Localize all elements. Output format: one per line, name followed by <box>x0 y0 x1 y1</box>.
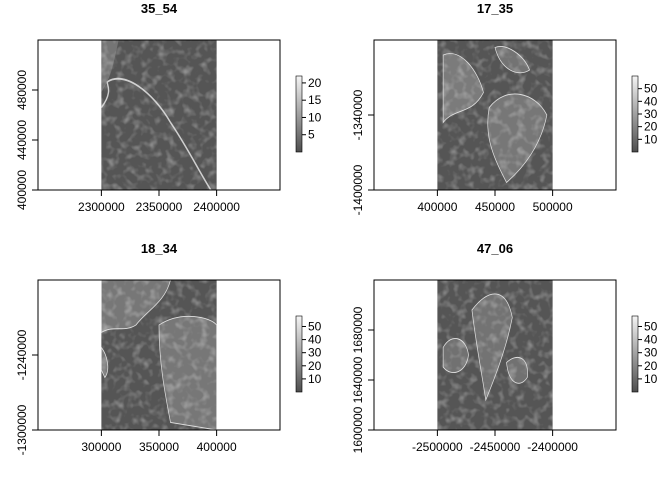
colorbar-tick-label: 30 <box>308 346 322 360</box>
x-tick-label: -2500000 <box>412 440 463 454</box>
colorbar-tick-label: 30 <box>644 346 658 360</box>
colorbar-tick-label: 40 <box>644 333 658 347</box>
colorbar <box>631 75 639 153</box>
colorbar-tick-label: 10 <box>308 372 322 386</box>
y-tick-label: -1400000 <box>351 164 365 215</box>
raster-noise <box>437 40 553 190</box>
x-tick-label: 350000 <box>139 440 179 454</box>
colorbar-tick-label: 30 <box>644 107 658 121</box>
y-tick-label: 400000 <box>15 170 29 210</box>
x-tick-label: 2400000 <box>193 200 240 214</box>
y-tick-label: -1340000 <box>351 89 365 140</box>
colorbar-tick-label: 20 <box>308 359 322 373</box>
raster-noise <box>437 280 553 430</box>
y-tick-label: -1300000 <box>15 404 29 455</box>
y-tick-label: 1680000 <box>351 306 365 353</box>
chart-title: 17_35 <box>477 1 513 16</box>
colorbar <box>295 75 303 153</box>
chart-panel-2: 17_35 400000 450000 500000 -1400000 -1340000 1… <box>351 1 658 215</box>
chart-panel-4: 47_06 -2500000 -2450000 -2400000 1600000 1640… <box>351 241 658 454</box>
colorbar-tick-label: 50 <box>644 319 658 333</box>
colorbar-tick-label: 40 <box>308 333 322 347</box>
y-tick-label: 480000 <box>15 70 29 110</box>
chart-title: 35_54 <box>141 1 178 16</box>
colorbar-tick-label: 15 <box>308 93 322 107</box>
colorbar-tick-label: 5 <box>308 128 315 142</box>
colorbar-tick-label: 40 <box>644 94 658 108</box>
y-tick-label: -1240000 <box>15 329 29 380</box>
colorbar <box>295 315 303 393</box>
x-tick-label: 450000 <box>475 200 515 214</box>
colorbar-tick-label: 20 <box>644 359 658 373</box>
chart-title: 47_06 <box>477 241 513 256</box>
y-tick-label: 1640000 <box>351 356 365 403</box>
raster-noise <box>101 280 217 430</box>
raster-noise <box>101 40 217 190</box>
x-tick-label: 300000 <box>81 440 121 454</box>
x-tick-label: 2300000 <box>78 200 125 214</box>
x-tick-label: -2450000 <box>470 440 521 454</box>
colorbar-tick-label: 50 <box>644 82 658 96</box>
colorbar-tick-label: 20 <box>644 120 658 134</box>
x-tick-label: 400000 <box>197 440 237 454</box>
colorbar-tick-label: 10 <box>644 372 658 386</box>
x-tick-label: 400000 <box>417 200 457 214</box>
y-tick-label: 1600000 <box>351 406 365 453</box>
chart-panel-1: 35_54 2300000 2350000 2400000 400000 440000 48… <box>15 1 322 214</box>
colorbar-tick-label: 10 <box>308 110 322 124</box>
chart-panel-3: 18_34 300000 350000 400000 -1300000 -1240000 1… <box>15 241 322 455</box>
y-tick-label: 440000 <box>15 120 29 160</box>
colorbar-tick-label: 10 <box>644 132 658 146</box>
colorbar-tick-label: 20 <box>308 76 322 90</box>
x-tick-label: -2400000 <box>527 440 578 454</box>
x-tick-label: 500000 <box>533 200 573 214</box>
colorbar <box>631 315 639 393</box>
colorbar-tick-label: 50 <box>308 319 322 333</box>
chart-title: 18_34 <box>141 241 178 256</box>
x-tick-label: 2350000 <box>136 200 183 214</box>
